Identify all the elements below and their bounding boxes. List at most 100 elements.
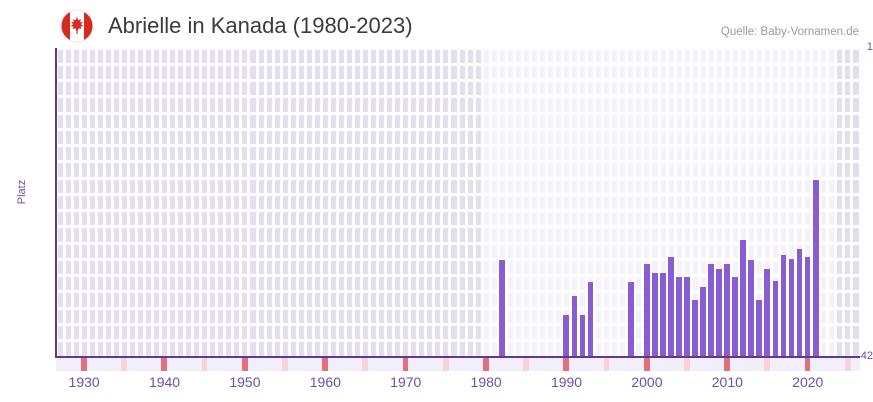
x-tick-minor-1985 [523,358,530,371]
grid-line-vertical [762,48,766,357]
grid-line-vertical [191,48,195,357]
x-tick-major-1960 [322,358,329,371]
bar-2005[interactable] [684,276,690,357]
bar-2011[interactable] [732,276,739,357]
grid-line-vertical [368,48,372,357]
bar-1992[interactable] [579,315,586,357]
grid-line-vertical [448,48,452,357]
grid-line-vertical [842,48,846,357]
x-tick-major-1990 [563,358,570,371]
bar-2008[interactable] [708,264,714,357]
grid-line-vertical [818,48,822,357]
bar-2009[interactable] [716,269,723,357]
bar-2007[interactable] [700,286,706,357]
grid-line-vertical [351,48,355,357]
grid-line-vertical [617,48,621,357]
x-tick-major-1970 [402,358,409,371]
bar-2004[interactable] [676,276,682,357]
bar-2021[interactable] [812,180,819,357]
bar-2015[interactable] [764,269,771,357]
grid-line-vertical [360,48,364,357]
grid-line-vertical [424,48,428,357]
source-note: Quelle: Baby-Vornamen.de [720,26,859,38]
grid-line-vertical [480,48,484,357]
bar-2014[interactable] [756,299,763,357]
grid-line-horizontal [56,257,860,261]
grid-line-vertical [408,48,412,357]
grid-line-horizontal [56,306,860,310]
grid-line-vertical [472,48,476,357]
grid-line-vertical [102,48,106,357]
bar-2010[interactable] [724,264,731,357]
grid-line-vertical [528,48,532,357]
grid-line-vertical [319,48,323,357]
grid-line-vertical [343,48,347,357]
grid-line-vertical [303,48,307,357]
x-axis-tick-label-2000: 2000 [631,374,663,390]
bar-1982[interactable] [499,260,505,357]
grid-line-vertical [778,48,782,357]
grid-line-vertical [641,48,645,357]
grid-line-vertical [118,48,122,357]
bar-2016[interactable] [772,281,779,357]
bar-2001[interactable] [651,272,658,357]
grid-line-vertical [247,48,251,357]
grid-line-vertical [794,48,798,357]
bar-2000[interactable] [643,264,650,357]
grid-line-vertical [681,48,685,357]
bar-2003[interactable] [668,256,674,357]
bar-1993[interactable] [587,282,594,357]
canada-flag-icon [59,9,95,43]
grid-line-horizontal [56,241,860,245]
bar-2018[interactable] [788,259,795,357]
grid-line-vertical [159,48,163,357]
bar-1991[interactable] [571,295,578,357]
grid-line-vertical [810,48,814,357]
grid-line-vertical [94,48,98,357]
bar-2019[interactable] [796,249,803,357]
grid-line-vertical [488,48,492,357]
grid-line-vertical [601,48,605,357]
x-axis-tick-label-1970: 1970 [390,374,422,390]
bar-2013[interactable] [748,260,755,357]
grid-line-vertical [327,48,331,357]
bar-1990[interactable] [563,315,570,357]
x-tick-minor-1995 [603,358,610,371]
x-axis-tick-label-1980: 1980 [470,374,502,390]
x-tick-major-2000 [643,358,650,371]
x-axis-tick-label-2020: 2020 [792,374,824,390]
grid-line-vertical [729,48,733,357]
grid-line-vertical [86,48,90,357]
grid-line-vertical [569,48,573,357]
grid-line-vertical [609,48,613,357]
grid-line-vertical [770,48,774,357]
grid-line-horizontal [56,274,860,278]
grid-line-vertical [858,48,860,357]
grid-line-vertical [673,48,677,357]
bar-2020[interactable] [804,256,811,357]
bar-2017[interactable] [780,255,787,357]
grid-line-vertical [577,48,581,357]
bar-2006[interactable] [692,299,698,357]
x-axis-tick-label-1940: 1940 [148,374,181,390]
grid-line-vertical [440,48,444,357]
bar-2012[interactable] [740,239,747,357]
grid-line-horizontal [56,62,860,66]
x-axis-line [56,356,860,358]
grid-line-vertical [62,48,66,357]
grid-line-horizontal [56,144,860,148]
x-axis-tick-label-2010: 2010 [711,374,743,390]
bar-2002[interactable] [659,272,666,357]
grid-line-vertical [850,48,854,357]
grid-line-vertical [721,48,725,357]
grid-line-vertical [416,48,420,357]
grid-line-vertical [593,48,597,357]
bar-1998[interactable] [627,282,634,357]
grid-line-horizontal [56,48,860,50]
grid-line-vertical [271,48,275,357]
grid-line-horizontal [56,209,860,213]
grid-line-vertical [175,48,179,357]
grid-line-horizontal [56,290,860,294]
grid-line-vertical [464,48,468,357]
